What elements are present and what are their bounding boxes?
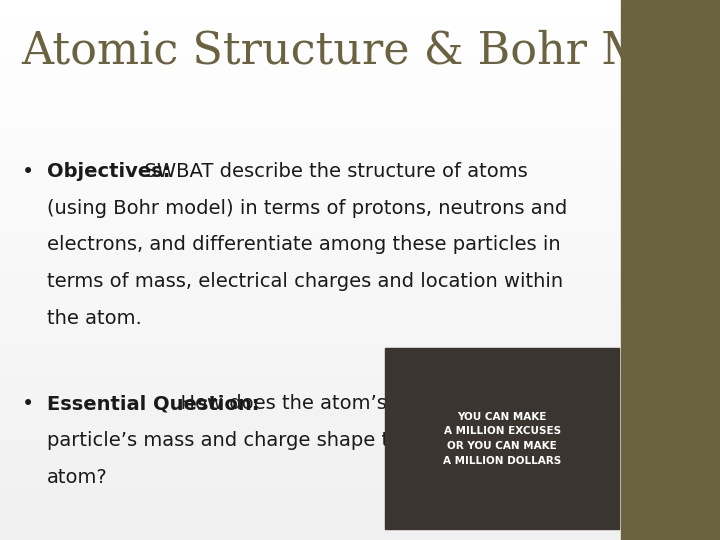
Bar [0, 270, 621, 281]
Bar [0, 313, 621, 324]
Bar [0, 518, 621, 529]
Bar [0, 356, 621, 367]
Text: YOU CAN MAKE
A MILLION EXCUSES
OR YOU CAN MAKE
A MILLION DOLLARS: YOU CAN MAKE A MILLION EXCUSES OR YOU CA… [443, 411, 562, 466]
Bar [0, 140, 621, 151]
Text: How does the atom’s subatomic: How does the atom’s subatomic [168, 394, 494, 413]
Text: (using Bohr model) in terms of protons, neutrons and: (using Bohr model) in terms of protons, … [47, 199, 567, 218]
Bar [0, 443, 621, 454]
Bar [0, 281, 621, 292]
Bar [0, 194, 621, 205]
Bar [0, 324, 621, 335]
Bar [0, 162, 621, 173]
Bar [0, 151, 621, 162]
Bar [0, 0, 621, 11]
Text: Atomic Structure & Bohr Model: Atomic Structure & Bohr Model [22, 30, 720, 73]
Bar [0, 248, 621, 259]
Bar [0, 184, 621, 194]
Bar [0, 497, 621, 508]
Text: electrons, and differentiate among these particles in: electrons, and differentiate among these… [47, 235, 560, 254]
Bar [0, 119, 621, 130]
Bar [0, 421, 621, 432]
Bar [0, 108, 621, 119]
Bar [0, 173, 621, 184]
Text: particle’s mass and charge shape the structure of the: particle’s mass and charge shape the str… [47, 431, 571, 450]
Bar [0, 86, 621, 97]
Bar [0, 529, 621, 540]
Bar [0, 205, 621, 216]
Bar [0, 227, 621, 238]
Bar [0, 475, 621, 486]
Text: the atom.: the atom. [47, 309, 142, 328]
Text: Essential Question:: Essential Question: [47, 394, 259, 413]
Bar [0, 54, 621, 65]
Bar [0, 464, 621, 475]
Bar [0, 238, 621, 248]
Bar [0, 97, 621, 108]
Bar [0, 216, 621, 227]
Bar [0, 367, 621, 378]
Bar [0, 432, 621, 443]
Bar [0, 410, 621, 421]
Bar [0, 43, 621, 54]
Text: •: • [22, 162, 34, 182]
Bar [0, 65, 621, 76]
Text: SWBAT describe the structure of atoms: SWBAT describe the structure of atoms [132, 162, 528, 181]
Bar [0, 11, 621, 22]
Text: atom?: atom? [47, 468, 107, 487]
Bar [0, 346, 621, 356]
Bar [0, 486, 621, 497]
Text: Objectives:: Objectives: [47, 162, 171, 181]
Bar [0, 22, 621, 32]
Bar [0, 508, 621, 518]
Bar [0, 400, 621, 410]
Text: terms of mass, electrical charges and location within: terms of mass, electrical charges and lo… [47, 272, 563, 291]
Bar [0, 302, 621, 313]
Bar [0, 259, 621, 270]
Bar [0, 292, 621, 302]
Bar [0, 32, 621, 43]
Bar [0, 76, 621, 86]
Bar [0, 454, 621, 464]
Text: •: • [22, 394, 34, 414]
Bar [0, 335, 621, 346]
Bar [0, 378, 621, 389]
Bar [385, 348, 619, 529]
Bar [0, 130, 621, 140]
Bar [0, 389, 621, 400]
Bar [621, 0, 720, 540]
